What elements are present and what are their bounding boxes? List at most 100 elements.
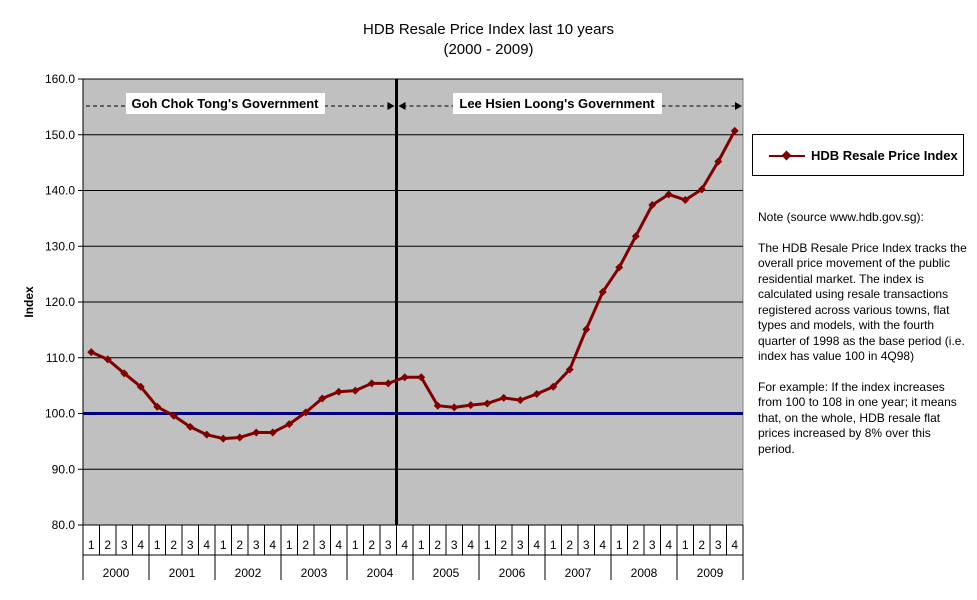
data-point	[334, 387, 343, 396]
legend-label: HDB Resale Price Index	[811, 148, 958, 163]
data-point	[87, 348, 96, 357]
x-quarter-label: 3	[583, 538, 590, 552]
data-point	[582, 325, 591, 334]
x-quarter-label: 1	[220, 538, 227, 552]
x-year-label: 2008	[631, 566, 658, 580]
data-point	[268, 428, 277, 437]
x-quarter-label: 1	[352, 538, 359, 552]
data-point	[697, 185, 706, 194]
data-point	[252, 428, 261, 437]
x-year-label: 2007	[565, 566, 592, 580]
data-point	[318, 394, 327, 403]
note-paragraph-example: For example: If the index increases from…	[758, 379, 957, 456]
x-quarter-label: 2	[302, 538, 309, 552]
annotation-label-lee: Lee Hsien Loong's Government	[459, 96, 655, 111]
x-quarter-label: 3	[385, 538, 392, 552]
data-point	[730, 126, 739, 135]
data-point	[169, 411, 178, 420]
data-point	[532, 389, 541, 398]
data-point	[648, 200, 657, 209]
data-point	[516, 396, 525, 405]
x-quarter-label: 4	[203, 538, 210, 552]
x-quarter-label: 3	[715, 538, 722, 552]
data-point	[598, 287, 607, 296]
data-point	[153, 402, 162, 411]
legend-marker-icon	[781, 150, 792, 161]
y-axis-title: Index	[22, 286, 36, 318]
x-year-label: 2005	[433, 566, 460, 580]
data-point	[219, 434, 228, 443]
x-quarter-label: 4	[401, 538, 408, 552]
x-quarter-label: 1	[484, 538, 491, 552]
data-point	[285, 420, 294, 429]
data-point	[120, 369, 129, 378]
data-point	[400, 373, 409, 382]
data-point	[384, 379, 393, 388]
chart-title-line1: HDB Resale Price Index last 10 years	[363, 21, 614, 38]
data-point	[631, 232, 640, 241]
x-quarter-label: 4	[731, 538, 738, 552]
chart-legend: HDB Resale Price Index	[752, 134, 964, 176]
x-quarter-label: 4	[665, 538, 672, 552]
x-year-label: 2006	[499, 566, 526, 580]
x-quarter-label: 1	[550, 538, 557, 552]
data-point	[483, 399, 492, 408]
x-quarter-label: 2	[170, 538, 177, 552]
annotation-arrowhead-right-start	[398, 102, 406, 110]
y-tick-label: 150.0	[45, 128, 75, 142]
x-quarter-label: 2	[236, 538, 243, 552]
x-quarter-label: 1	[682, 538, 689, 552]
x-year-label: 2004	[367, 566, 394, 580]
x-year-label: 2001	[169, 566, 196, 580]
data-point	[367, 379, 376, 388]
x-year-label: 2009	[697, 566, 724, 580]
data-point	[565, 365, 574, 374]
x-quarter-label: 4	[137, 538, 144, 552]
chart-title-line2: (2000 - 2009)	[443, 41, 534, 58]
y-tick-label: 130.0	[45, 239, 75, 253]
x-quarter-label: 4	[533, 538, 540, 552]
x-quarter-label: 3	[451, 538, 458, 552]
x-quarter-label: 4	[599, 538, 606, 552]
data-point	[615, 263, 624, 272]
x-quarter-label: 4	[335, 538, 342, 552]
x-year-label: 2002	[235, 566, 262, 580]
data-point	[681, 195, 690, 204]
data-point	[103, 355, 112, 364]
x-quarter-label: 3	[187, 538, 194, 552]
x-quarter-label: 4	[269, 538, 276, 552]
note-paragraph-description: The HDB Resale Price Index tracks the ov…	[758, 240, 967, 364]
y-tick-label: 120.0	[45, 295, 75, 309]
x-quarter-label: 1	[154, 538, 161, 552]
y-tick-label: 140.0	[45, 184, 75, 198]
x-quarter-label: 1	[418, 538, 425, 552]
x-quarter-label: 2	[566, 538, 573, 552]
data-point	[136, 382, 145, 391]
y-tick-label: 80.0	[52, 518, 76, 532]
data-point	[186, 422, 195, 431]
data-point	[450, 403, 459, 412]
annotation-arrowhead-left	[387, 102, 395, 110]
x-quarter-label: 3	[517, 538, 524, 552]
x-quarter-label: 3	[319, 538, 326, 552]
x-quarter-label: 4	[467, 538, 474, 552]
data-point	[499, 393, 508, 402]
data-point	[549, 382, 558, 391]
y-tick-label: 160.0	[45, 72, 75, 86]
x-quarter-label: 3	[649, 538, 656, 552]
series-line-hdb-resale-price-index	[90, 130, 737, 441]
x-quarter-label: 2	[434, 538, 441, 552]
chart-title: HDB Resale Price Index last 10 years (20…	[0, 20, 977, 60]
x-quarter-label: 1	[88, 538, 95, 552]
annotation-box-lee	[453, 93, 662, 114]
x-quarter-label: 3	[253, 538, 260, 552]
note-text-block: Note (source www.hdb.gov.sg): The HDB Re…	[758, 210, 968, 472]
data-point	[235, 433, 244, 442]
x-quarter-label: 1	[616, 538, 623, 552]
x-quarter-label: 2	[368, 538, 375, 552]
annotation-arrowhead-right-end	[735, 102, 742, 110]
x-quarter-label: 2	[500, 538, 507, 552]
data-point	[301, 408, 310, 417]
x-quarter-label: 3	[121, 538, 128, 552]
